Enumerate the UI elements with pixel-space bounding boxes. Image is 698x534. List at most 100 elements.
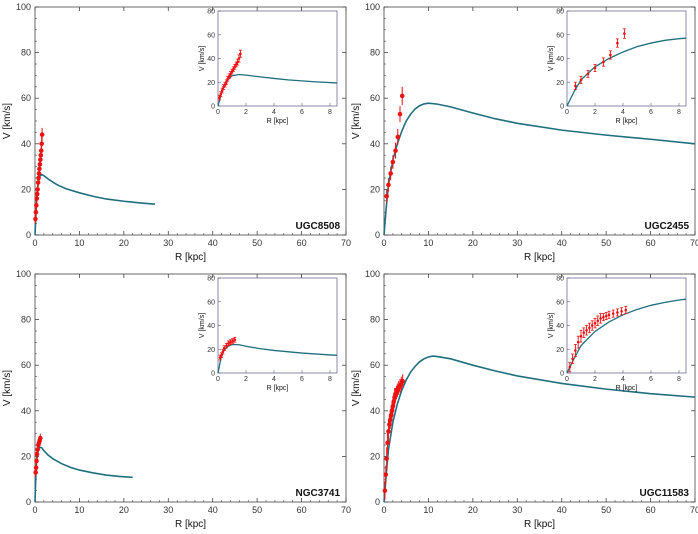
inset-data-point <box>616 41 619 45</box>
inset-frame <box>566 277 687 374</box>
x-tick-label: 20 <box>468 238 478 248</box>
data-point <box>38 435 43 441</box>
x-tick-label: 70 <box>341 238 351 248</box>
inset-x-axis-label: R [kpc] <box>267 385 289 392</box>
inset-y-tick-label: 60 <box>556 32 564 39</box>
x-tick-label: 60 <box>646 505 656 515</box>
inset-y-tick-label: 80 <box>556 9 564 16</box>
data-point <box>34 458 39 464</box>
x-tick-label: 20 <box>119 505 129 515</box>
y-tick-label: 80 <box>21 315 31 325</box>
y-tick-label: 40 <box>21 406 31 416</box>
inset-data-point <box>588 326 591 330</box>
x-tick-label: 30 <box>512 238 522 248</box>
inset-y-tick-label: 60 <box>207 299 215 306</box>
data-point <box>385 440 390 446</box>
data-point <box>400 378 405 384</box>
x-tick-label: 0 <box>32 238 37 248</box>
inset-data-point <box>219 92 223 96</box>
inset-x-tick-label: 6 <box>300 376 304 383</box>
inset-y-axis-label: V [km/s] <box>548 313 555 338</box>
model-curve <box>383 102 696 236</box>
inset-x-tick-label: 0 <box>565 109 569 116</box>
y-tick-label: 100 <box>16 269 31 279</box>
y-tick-label: 40 <box>370 406 380 416</box>
data-point <box>397 111 403 117</box>
inset-model-curve <box>566 37 687 107</box>
data-point <box>384 456 389 461</box>
x-tick-label: 10 <box>423 505 433 515</box>
inset-x-axis-label: R [kpc] <box>267 118 289 125</box>
inset-data-point <box>227 342 230 345</box>
x-tick-label: 20 <box>468 505 478 515</box>
inset-y-axis-label: V [km/s] <box>199 313 206 338</box>
y-tick-label: 100 <box>16 2 31 12</box>
data-point <box>39 141 44 147</box>
inset-x-axis-label: R [kpc] <box>616 118 638 125</box>
y-tick-label: 0 <box>26 497 31 507</box>
galaxy-name-label: NGC3741 <box>296 488 341 499</box>
y-axis-label: V [km/s] <box>2 103 13 139</box>
y-tick-label: 20 <box>370 184 380 194</box>
x-axis-label: R [kpc] <box>175 252 206 263</box>
inset-x-axis-label: R [kpc] <box>616 385 638 392</box>
inset-data-point <box>616 311 619 314</box>
inset-y-tick-label: 20 <box>556 80 564 87</box>
inset-data-point <box>620 309 623 313</box>
inset-x-tick-label: 8 <box>328 109 332 116</box>
inset-data-point <box>237 57 241 60</box>
data-point <box>33 465 39 471</box>
inset-data-point <box>225 80 228 84</box>
y-tick-label: 60 <box>21 360 31 370</box>
y-tick-label: 100 <box>365 2 380 12</box>
y-tick-label: 0 <box>375 497 380 507</box>
inset-y-tick-label: 40 <box>556 323 564 330</box>
x-axis-label: R [kpc] <box>524 252 555 263</box>
inset-x-tick-label: 2 <box>244 376 248 383</box>
galaxy-name-label: UGC2455 <box>645 221 690 232</box>
x-tick-label: 10 <box>74 505 84 515</box>
x-tick-label: 50 <box>252 238 262 248</box>
data-point <box>33 216 38 222</box>
data-point <box>35 447 40 452</box>
inset-data-point <box>611 312 615 315</box>
galaxy-name-label: UGC11583 <box>640 488 690 499</box>
x-tick-label: 60 <box>297 505 307 515</box>
inset-data-point <box>582 331 586 334</box>
y-tick-label: 60 <box>370 360 380 370</box>
x-tick-label: 50 <box>252 505 262 515</box>
inset-y-tick-label: 80 <box>556 276 564 283</box>
inset-data-point <box>599 317 602 320</box>
y-tick-label: 80 <box>370 315 380 325</box>
inset-y-tick-label: 60 <box>556 299 564 306</box>
inset-data-point <box>229 340 232 344</box>
inset-frame <box>566 10 687 107</box>
y-axis-label: V [km/s] <box>351 370 362 406</box>
inset-data-point <box>220 353 223 357</box>
x-tick-label: 0 <box>381 238 386 248</box>
x-tick-label: 50 <box>601 505 611 515</box>
y-tick-label: 60 <box>370 93 380 103</box>
inset-data-point <box>574 84 577 88</box>
data-point <box>386 182 391 188</box>
inset-data-point <box>220 89 224 92</box>
y-tick-label: 20 <box>21 451 31 461</box>
inset-x-tick-label: 0 <box>216 109 220 116</box>
inset-x-tick-label: 6 <box>649 376 653 383</box>
inset-data-point <box>602 315 605 319</box>
y-tick-label: 80 <box>21 48 31 58</box>
data-point <box>399 93 405 99</box>
inset-x-tick-label: 4 <box>621 376 625 383</box>
x-axis-label: R [kpc] <box>175 519 206 530</box>
inset-y-tick-label: 20 <box>556 347 564 354</box>
data-point <box>386 429 391 434</box>
inset-y-tick-label: 40 <box>207 323 215 330</box>
inset-data-point <box>602 60 605 64</box>
inset-frame <box>217 277 338 374</box>
y-axis-label: V [km/s] <box>2 370 13 406</box>
y-tick-label: 80 <box>370 48 380 58</box>
inset-x-tick-label: 6 <box>649 109 653 116</box>
